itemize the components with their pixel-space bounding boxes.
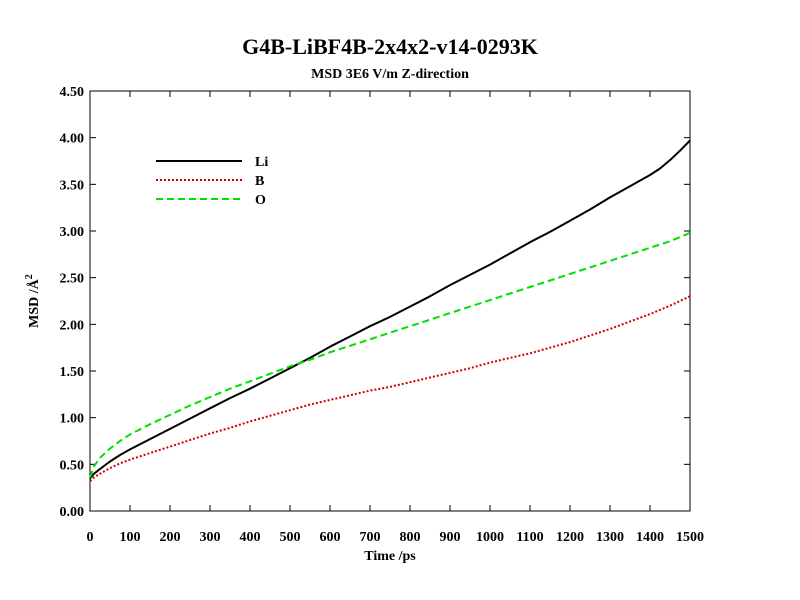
y-tick-label: 2.50 xyxy=(60,272,85,287)
y-axis-label-superscript: 2 xyxy=(24,274,35,279)
x-tick-label: 500 xyxy=(280,530,301,545)
y-tick-label: 4.00 xyxy=(60,132,85,147)
x-tick-label: 200 xyxy=(160,530,181,545)
x-tick-label: 1200 xyxy=(556,530,584,545)
x-tick-label: 400 xyxy=(240,530,261,545)
y-tick-label: 1.00 xyxy=(60,412,85,427)
x-axis-label: Time /ps xyxy=(364,549,416,564)
x-tick-label: 1300 xyxy=(596,530,624,545)
x-tick-label: 1400 xyxy=(636,530,664,545)
y-axis-label: MSD /Å2 xyxy=(24,274,42,328)
legend-label-o: O xyxy=(255,193,266,208)
legend: Li BO xyxy=(156,155,268,208)
legend-label-b: B xyxy=(255,174,264,189)
y-tick-label: 1.50 xyxy=(60,365,85,380)
chart-subtitle: MSD 3E6 V/m Z-direction xyxy=(311,67,469,82)
y-axis: 0.00 0.50 1.00 1.50 2.00 2.50 3.00 3.50 4.00 4.50 xyxy=(60,85,690,520)
x-tick-label: 0 xyxy=(87,530,94,545)
x-tick-label: 1000 xyxy=(476,530,504,545)
x-tick-label: 900 xyxy=(440,530,461,545)
chart-title: G4B-LiBF4B-2x4x2-v14-0293K xyxy=(242,34,538,59)
y-tick-label: 3.00 xyxy=(60,225,85,240)
series-line-b xyxy=(89,295,691,482)
series-line-li xyxy=(89,139,691,479)
y-tick-label: 0.50 xyxy=(60,458,85,473)
x-tick-label: 800 xyxy=(400,530,421,545)
y-tick-label: 4.50 xyxy=(60,85,85,100)
x-axis: 0 100 200 300 400 500 600 700 800 900 1000 1100 1200… xyxy=(87,91,704,545)
series-layer xyxy=(89,139,691,482)
series-line-o xyxy=(89,231,691,478)
legend-label-li: Li xyxy=(255,155,268,170)
y-tick-label: 2.00 xyxy=(60,318,85,333)
x-tick-label: 1500 xyxy=(676,530,704,545)
y-tick-label: 3.50 xyxy=(60,178,85,193)
x-tick-label: 100 xyxy=(120,530,141,545)
x-tick-label: 600 xyxy=(320,530,341,545)
y-axis-label-main: MSD /Å xyxy=(26,278,42,328)
y-tick-label: 0.00 xyxy=(60,505,85,520)
plot-area-frame xyxy=(89,90,691,512)
x-tick-label: 700 xyxy=(360,530,381,545)
x-tick-label: 300 xyxy=(200,530,221,545)
x-tick-label: 1100 xyxy=(516,530,543,545)
